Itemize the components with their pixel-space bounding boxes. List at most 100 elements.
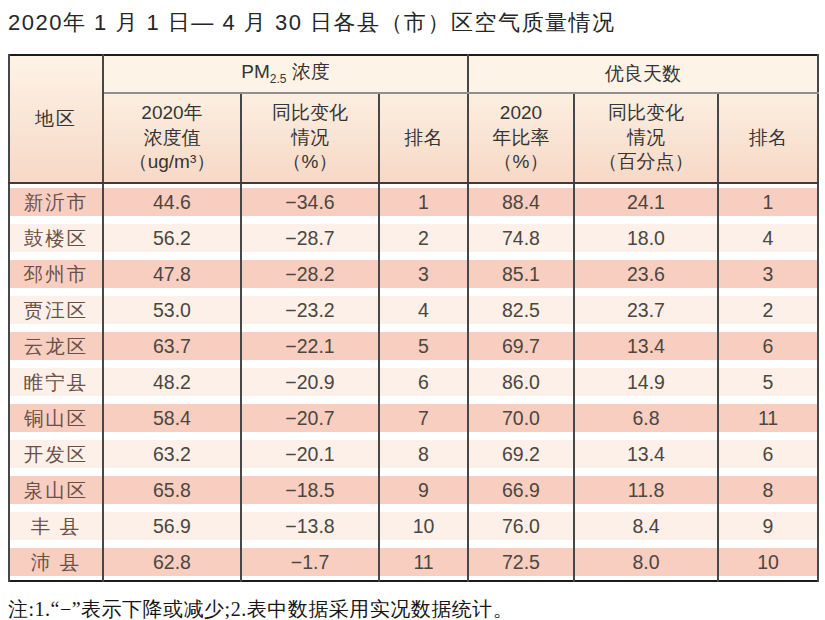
table-row: 睢宁县 48.2 −20.9 6 86.0 14.9 5 [9, 364, 818, 400]
pm-rank-cell: 5 [379, 328, 468, 364]
good-change-cell: 6.8 [574, 400, 718, 436]
pm-value-cell: 63.2 [103, 436, 241, 472]
region-cell: 鼓楼区 [9, 220, 103, 256]
region-cell: 睢宁县 [9, 364, 103, 400]
good-change-header: 同比变化 情况 （百分点） [574, 93, 718, 183]
pm-change-cell: −20.7 [241, 400, 379, 436]
good-change-cell: 23.6 [574, 256, 718, 292]
good-change-cell: 13.4 [574, 328, 718, 364]
table-body: 新沂市 44.6 −34.6 1 88.4 24.1 1 鼓楼区 56.2 −2… [9, 183, 818, 581]
pm-value-cell: 44.6 [103, 183, 241, 220]
pm-change-cell: −22.1 [241, 328, 379, 364]
pm-value-cell: 48.2 [103, 364, 241, 400]
group-header-row: 地区 PM2.5 浓度 优良天数 [9, 55, 818, 93]
region-cell: 沛 县 [9, 544, 103, 581]
pm-value-cell: 47.8 [103, 256, 241, 292]
good-rank-header: 排名 [718, 93, 818, 183]
pm-value-cell: 65.8 [103, 472, 241, 508]
good-rate-cell: 69.7 [468, 328, 574, 364]
pm-rank-cell: 4 [379, 292, 468, 328]
pm-change-cell: −20.1 [241, 436, 379, 472]
page-title: 2020年 1 月 1 日— 4 月 30 日各县（市）区空气质量情况 [8, 8, 817, 38]
table-row: 云龙区 63.7 −22.1 5 69.7 13.4 6 [9, 328, 818, 364]
good-change-cell: 24.1 [574, 183, 718, 220]
pm-rank-cell: 9 [379, 472, 468, 508]
region-cell: 邳州市 [9, 256, 103, 292]
pm-rank-cell: 2 [379, 220, 468, 256]
good-change-cell: 8.0 [574, 544, 718, 581]
table-header: 地区 PM2.5 浓度 优良天数 2020年 浓度值 （ug/m³） 同比变化 … [9, 55, 818, 183]
table-row: 沛 县 62.8 −1.7 11 72.5 8.0 10 [9, 544, 818, 581]
table-row: 新沂市 44.6 −34.6 1 88.4 24.1 1 [9, 183, 818, 220]
page: 2020年 1 月 1 日— 4 月 30 日各县（市）区空气质量情况 地区 P… [0, 0, 825, 620]
region-cell: 新沂市 [9, 183, 103, 220]
air-quality-table: 地区 PM2.5 浓度 优良天数 2020年 浓度值 （ug/m³） 同比变化 … [8, 54, 819, 582]
table-row: 贾汪区 53.0 −23.2 4 82.5 23.7 2 [9, 292, 818, 328]
pm-change-cell: −28.7 [241, 220, 379, 256]
table-row: 邳州市 47.8 −28.2 3 85.1 23.6 3 [9, 256, 818, 292]
pm-rank-cell: 11 [379, 544, 468, 581]
good-rate-cell: 66.9 [468, 472, 574, 508]
good-rank-cell: 9 [718, 508, 818, 544]
region-column-header: 地区 [9, 55, 103, 183]
pm-value-header: 2020年 浓度值 （ug/m³） [103, 93, 241, 183]
region-cell: 云龙区 [9, 328, 103, 364]
good-rate-cell: 86.0 [468, 364, 574, 400]
pm-rank-cell: 6 [379, 364, 468, 400]
pm-rank-cell: 8 [379, 436, 468, 472]
pm-change-cell: −28.2 [241, 256, 379, 292]
good-change-cell: 18.0 [574, 220, 718, 256]
pm-subscript: 2.5 [270, 72, 287, 86]
good-rate-cell: 70.0 [468, 400, 574, 436]
region-cell: 丰 县 [9, 508, 103, 544]
good-rate-cell: 76.0 [468, 508, 574, 544]
pm-change-cell: −18.5 [241, 472, 379, 508]
region-cell: 铜山区 [9, 400, 103, 436]
good-rank-cell: 4 [718, 220, 818, 256]
good-change-cell: 11.8 [574, 472, 718, 508]
good-rank-cell: 10 [718, 544, 818, 581]
table-row: 开发区 63.2 −20.1 8 69.2 13.4 6 [9, 436, 818, 472]
good-rank-cell: 6 [718, 436, 818, 472]
region-cell: 开发区 [9, 436, 103, 472]
pm-rank-cell: 7 [379, 400, 468, 436]
good-rank-cell: 5 [718, 364, 818, 400]
pm-value-cell: 56.9 [103, 508, 241, 544]
pm-value-cell: 63.7 [103, 328, 241, 364]
pm-value-cell: 56.2 [103, 220, 241, 256]
pm-value-cell: 58.4 [103, 400, 241, 436]
good-rate-header: 2020 年比率 （%） [468, 93, 574, 183]
pm-change-cell: −23.2 [241, 292, 379, 328]
pm-change-header: 同比变化 情况 （%） [241, 93, 379, 183]
good-change-cell: 13.4 [574, 436, 718, 472]
pm25-group-header: PM2.5 浓度 [103, 55, 468, 93]
region-cell: 泉山区 [9, 472, 103, 508]
table-row: 鼓楼区 56.2 −28.7 2 74.8 18.0 4 [9, 220, 818, 256]
good-rate-cell: 74.8 [468, 220, 574, 256]
good-rate-cell: 69.2 [468, 436, 574, 472]
good-rank-cell: 11 [718, 400, 818, 436]
good-change-cell: 23.7 [574, 292, 718, 328]
good-change-cell: 14.9 [574, 364, 718, 400]
pm-label: PM [241, 61, 270, 82]
good-rank-cell: 2 [718, 292, 818, 328]
table-row: 泉山区 65.8 −18.5 9 66.9 11.8 8 [9, 472, 818, 508]
good-rank-cell: 8 [718, 472, 818, 508]
pm-rank-cell: 10 [379, 508, 468, 544]
good-rate-cell: 88.4 [468, 183, 574, 220]
good-change-cell: 8.4 [574, 508, 718, 544]
pm-change-cell: −20.9 [241, 364, 379, 400]
good-rate-cell: 82.5 [468, 292, 574, 328]
good-rank-cell: 1 [718, 183, 818, 220]
good-days-group-header: 优良天数 [468, 55, 818, 93]
good-rate-cell: 85.1 [468, 256, 574, 292]
good-rank-cell: 6 [718, 328, 818, 364]
pm-rank-header: 排名 [379, 93, 468, 183]
table-row: 丰 县 56.9 −13.8 10 76.0 8.4 9 [9, 508, 818, 544]
pm-change-cell: −34.6 [241, 183, 379, 220]
pm-label-rest: 浓度 [286, 61, 329, 82]
good-rank-cell: 3 [718, 256, 818, 292]
region-cell: 贾汪区 [9, 292, 103, 328]
pm-change-cell: −1.7 [241, 544, 379, 581]
pm-value-cell: 62.8 [103, 544, 241, 581]
